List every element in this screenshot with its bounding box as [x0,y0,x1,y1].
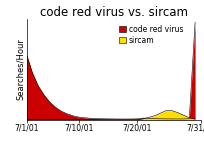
Title: code red virus vs. sircam: code red virus vs. sircam [40,6,187,19]
Y-axis label: Searches/Hour: Searches/Hour [16,38,25,100]
Legend: code red virus, sircam: code red virus, sircam [119,25,182,45]
